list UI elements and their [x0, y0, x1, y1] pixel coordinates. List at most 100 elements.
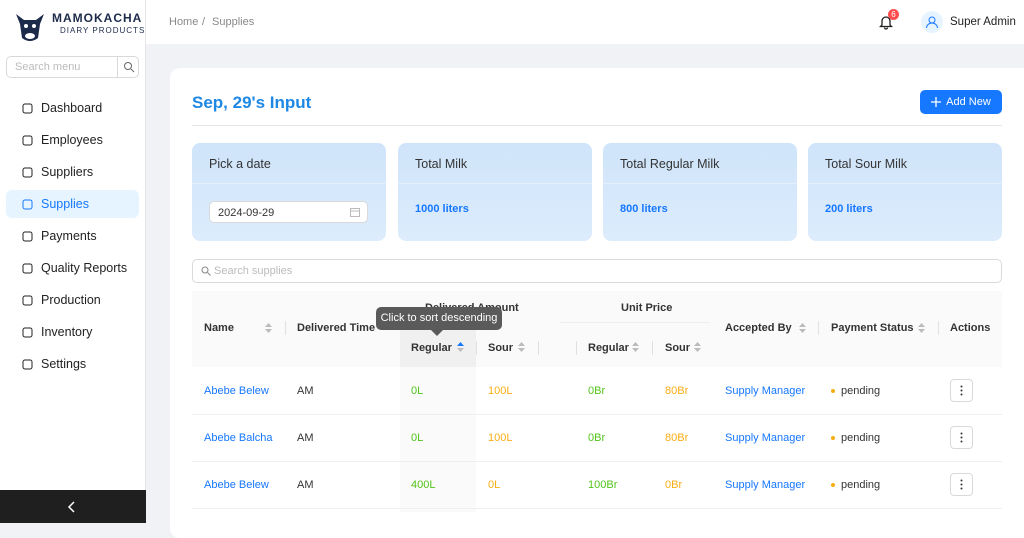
menu-icon — [22, 103, 33, 113]
menu-label: Dashboard — [41, 101, 103, 115]
menu-icon — [22, 263, 33, 273]
sort-icon[interactable] — [918, 323, 925, 333]
sour-price: 80Br — [665, 385, 689, 397]
chevron-left — [67, 501, 75, 513]
menu-label: Inventory — [41, 325, 93, 339]
tooltip-arrow — [431, 330, 443, 336]
logo-icon — [16, 14, 44, 41]
row-actions-button[interactable] — [950, 379, 973, 402]
header-label: Unit Price — [621, 302, 673, 314]
card-label: Total Sour Milk — [825, 157, 907, 171]
menu-item[interactable]: Supplies — [6, 190, 139, 218]
header-label: Delivered Time — [297, 322, 376, 334]
column-divider — [818, 321, 819, 335]
menu-label: Settings — [41, 357, 87, 371]
payment-status: pending — [841, 432, 881, 444]
more-icon — [960, 432, 963, 443]
card-label: Total Milk — [415, 157, 468, 171]
accepted-by: Supply Manager — [725, 432, 806, 444]
sort-icon[interactable] — [518, 342, 525, 352]
column-divider — [476, 341, 477, 355]
menu-icon — [22, 231, 33, 241]
date-value: 2024-09-29 — [218, 207, 275, 219]
status-dot — [831, 483, 835, 487]
menu-label: Quality Reports — [41, 261, 128, 275]
sour-amount: 100L — [488, 385, 513, 397]
card-value: 1000 liters — [415, 203, 469, 215]
row-divider — [192, 508, 1002, 509]
button-label: Add New — [946, 96, 991, 108]
sort-icon[interactable] — [457, 342, 464, 352]
divider — [192, 125, 1002, 126]
breadcrumb-sep: / — [202, 16, 206, 28]
placeholder: Search menu — [15, 61, 81, 73]
top-header: Home / Supplies 6 Super Admin — [146, 0, 1024, 44]
breadcrumb-home[interactable]: Home — [169, 16, 199, 28]
menu-item[interactable]: Payments — [6, 222, 139, 250]
column-divider — [538, 341, 539, 355]
row-actions-button[interactable] — [950, 473, 973, 496]
header-label: Name — [204, 322, 234, 334]
menu-item[interactable]: Suppliers — [6, 158, 139, 186]
supplies-search[interactable]: Search supplies — [192, 259, 1002, 283]
card-value: 200 liters — [825, 203, 873, 215]
header-label: Sour — [488, 342, 514, 354]
menu-item[interactable]: Inventory — [6, 318, 139, 346]
sort-icon[interactable] — [265, 323, 272, 333]
card-divider — [808, 183, 1002, 184]
sour-amount: 0L — [488, 479, 501, 491]
card-value: 800 liters — [620, 203, 668, 215]
user-name[interactable]: Super Admin — [950, 16, 1016, 28]
row-actions-button[interactable] — [950, 426, 973, 449]
breadcrumb-current: Supplies — [212, 16, 255, 28]
column-divider — [285, 321, 286, 335]
menu-search[interactable]: Search menu — [6, 56, 139, 78]
menu-item[interactable]: Employees — [6, 126, 139, 154]
date-input[interactable]: 2024-09-29 — [209, 201, 368, 223]
brand-tagline: DIARY PRODUCTS — [60, 26, 146, 35]
column-divider — [938, 321, 939, 335]
regular-amount: 0L — [411, 432, 424, 444]
sort-icon[interactable] — [632, 342, 639, 352]
avatar[interactable] — [921, 11, 943, 33]
sour-price: 80Br — [665, 432, 689, 444]
menu-icon — [22, 359, 33, 369]
menu-icon — [22, 199, 33, 209]
regular-amount: 0L — [411, 385, 424, 397]
sort-icon[interactable] — [799, 323, 806, 333]
card-divider — [398, 183, 592, 184]
menu-icon — [22, 295, 33, 305]
supplier-name: Abebe Balcha — [204, 432, 273, 444]
card-divider — [603, 183, 797, 184]
table-header — [192, 291, 1002, 367]
date-card: Pick a date 2024-09-29 — [192, 143, 386, 241]
stat-card: Total Sour Milk 200 liters — [808, 143, 1002, 241]
payment-status: pending — [841, 385, 881, 397]
calendar-icon — [350, 208, 360, 217]
accepted-by: Supply Manager — [725, 385, 806, 397]
header-label: Regular — [588, 342, 629, 354]
search-icon — [124, 62, 135, 73]
sort-icon[interactable] — [694, 342, 701, 352]
menu-item[interactable]: Dashboard — [6, 94, 139, 122]
row-divider — [192, 461, 1002, 462]
more-icon — [960, 479, 963, 490]
sour-amount: 100L — [488, 432, 513, 444]
add-new-button[interactable]: Add New — [920, 90, 1002, 114]
status-dot — [831, 436, 835, 440]
header-divider — [560, 322, 710, 323]
more-icon — [960, 385, 963, 396]
delivered-time: AM — [297, 385, 314, 397]
menu-item[interactable]: Quality Reports — [6, 254, 139, 282]
stat-card: Total Milk 1000 liters — [398, 143, 592, 241]
menu-label: Suppliers — [41, 165, 94, 179]
search-icon — [201, 266, 211, 276]
menu-label: Production — [41, 293, 101, 307]
header-label: Actions — [950, 322, 991, 334]
menu-item[interactable]: Production — [6, 286, 139, 314]
payment-status: pending — [841, 479, 881, 491]
header-label: Regular — [411, 342, 452, 354]
menu-item[interactable]: Settings — [6, 350, 139, 378]
collapse-bar[interactable] — [0, 490, 146, 523]
